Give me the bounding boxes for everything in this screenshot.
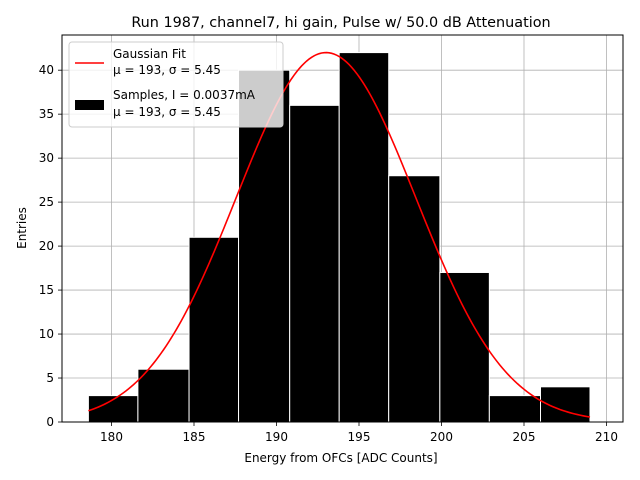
legend-samples-stats: μ = 193, σ = 5.45 [113, 105, 221, 119]
y-tick-label: 35 [39, 107, 54, 121]
histogram-bar [488, 395, 542, 423]
x-axis-label: Energy from OFCs [ADC Counts] [244, 451, 437, 465]
histogram-bar [388, 175, 441, 423]
y-tick-label: 5 [46, 371, 54, 385]
legend-samples-label: Samples, I = 0.0037mA [113, 88, 256, 102]
y-tick-label: 10 [39, 327, 54, 341]
y-tick-label: 20 [39, 239, 54, 253]
y-tick-label: 40 [39, 63, 54, 77]
y-tick-label: 0 [46, 415, 54, 429]
histogram-bar [289, 104, 340, 423]
y-axis-label: Entries [15, 207, 29, 249]
legend-fit-stats: μ = 193, σ = 5.45 [113, 63, 221, 77]
x-tick-label: 185 [183, 430, 206, 444]
chart-title: Run 1987, channel7, hi gain, Pulse w/ 50… [131, 15, 550, 31]
x-axis-ticks: 180 185 190 195 200 205 210 [100, 422, 618, 444]
x-tick-label: 190 [265, 430, 288, 444]
x-tick-label: 180 [100, 430, 123, 444]
y-tick-label: 15 [39, 283, 54, 297]
legend-samples-swatch [75, 100, 104, 110]
histogram-bar [137, 368, 190, 423]
y-tick-label: 30 [39, 151, 54, 165]
histogram-bars [87, 52, 591, 423]
legend-box [68, 41, 284, 128]
gaussian-fit-curve [88, 51, 591, 418]
y-axis-ticks: 0 5 10 15 20 25 30 35 40 [39, 63, 62, 429]
plot-frame [61, 34, 624, 423]
y-tick-label: 25 [39, 195, 54, 209]
histogram-bar [338, 52, 390, 423]
x-tick-label: 195 [348, 430, 371, 444]
histogram-bar [439, 271, 490, 423]
legend-fit-label: Gaussian Fit [113, 47, 186, 61]
x-tick-label: 200 [430, 430, 453, 444]
legend: Gaussian Fit μ = 193, σ = 5.45 Samples, … [68, 41, 284, 128]
x-tick-label: 205 [513, 430, 536, 444]
histogram-bar [188, 236, 240, 423]
gaussian-fit-line [88, 51, 591, 418]
x-tick-label: 210 [595, 430, 618, 444]
